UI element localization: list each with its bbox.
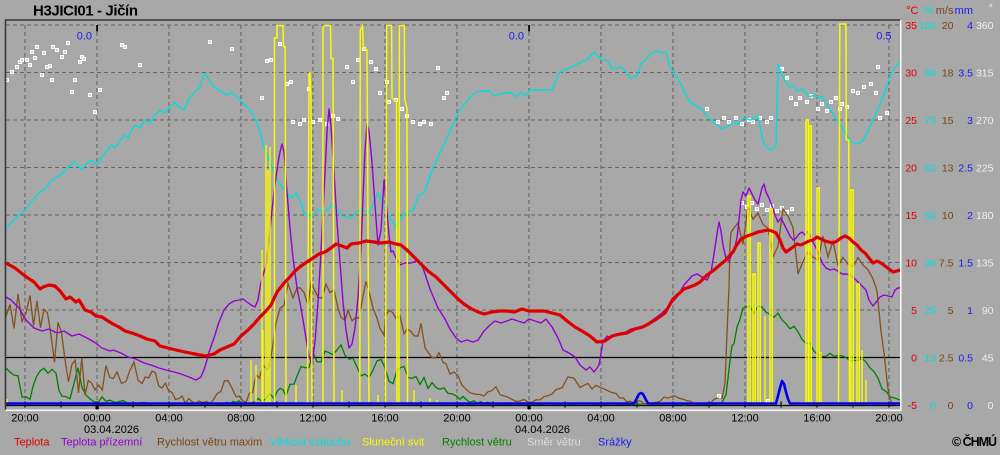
svg-text:12:00: 12:00 (299, 413, 327, 425)
svg-text:04:00: 04:00 (587, 413, 615, 425)
svg-text:Směr větru: Směr větru (527, 437, 581, 449)
svg-text:03.04.2026: 03.04.2026 (84, 424, 139, 436)
svg-text:10: 10 (942, 210, 954, 222)
svg-text:0: 0 (967, 400, 973, 412)
svg-text:0.0: 0.0 (509, 31, 524, 43)
svg-text:25: 25 (905, 115, 917, 127)
svg-text:16:00: 16:00 (803, 413, 831, 425)
svg-text:0: 0 (930, 400, 936, 412)
svg-text:35: 35 (905, 20, 917, 32)
svg-text:13: 13 (942, 163, 954, 175)
svg-text:°C: °C (906, 5, 918, 17)
svg-text:08:00: 08:00 (227, 413, 255, 425)
svg-text:13: 13 (924, 353, 936, 365)
svg-text:360: 360 (976, 20, 994, 32)
svg-text:%: % (923, 5, 933, 17)
svg-text:00:00: 00:00 (83, 413, 111, 425)
svg-text:16:00: 16:00 (371, 413, 399, 425)
svg-text:mm: mm (955, 5, 973, 17)
svg-text:1: 1 (967, 305, 973, 317)
svg-text:0: 0 (911, 353, 917, 365)
svg-text:180: 180 (976, 210, 994, 222)
svg-text:-5: -5 (908, 400, 917, 412)
svg-text:04.04.2026: 04.04.2026 (515, 424, 570, 436)
svg-text:2: 2 (967, 210, 973, 222)
svg-text:0.0: 0.0 (77, 31, 92, 43)
svg-text:315: 315 (976, 68, 994, 80)
svg-text:10: 10 (905, 258, 917, 270)
svg-text:20: 20 (905, 163, 917, 175)
svg-text:135: 135 (976, 258, 994, 270)
svg-text:Sluneční svit: Sluneční svit (362, 437, 424, 449)
svg-text:50: 50 (924, 210, 936, 222)
svg-text:Teplota přízemní: Teplota přízemní (61, 437, 142, 449)
svg-text:18: 18 (942, 68, 954, 80)
svg-text:90: 90 (982, 305, 994, 317)
svg-text:88: 88 (924, 68, 936, 80)
svg-text:20:00: 20:00 (875, 413, 903, 425)
svg-text:H3JICI01 - Jičín: H3JICI01 - Jičín (33, 3, 138, 20)
svg-text:20: 20 (942, 20, 954, 32)
svg-text:30: 30 (905, 68, 917, 80)
svg-text:0: 0 (948, 400, 954, 412)
svg-text:04:00: 04:00 (155, 413, 183, 425)
svg-text:20:00: 20:00 (443, 413, 471, 425)
svg-text:© ČHMÚ: © ČHMÚ (952, 434, 997, 449)
svg-text:Rychlost větru maxim: Rychlost větru maxim (157, 437, 262, 449)
svg-text:38: 38 (924, 258, 936, 270)
svg-text:15: 15 (942, 115, 954, 127)
svg-text:4: 4 (967, 20, 973, 32)
svg-text:45: 45 (982, 353, 994, 365)
svg-text:7.5: 7.5 (939, 258, 954, 270)
svg-text:m/s: m/s (936, 5, 954, 17)
svg-text:63: 63 (924, 163, 936, 175)
svg-text:2.5: 2.5 (939, 353, 954, 365)
svg-text:5: 5 (911, 305, 917, 317)
svg-text:Teplota: Teplota (14, 437, 50, 449)
svg-text:°: ° (989, 3, 993, 15)
svg-text:00:00: 00:00 (515, 413, 543, 425)
svg-text:0.5: 0.5 (958, 353, 973, 365)
svg-text:0.5: 0.5 (876, 31, 891, 43)
svg-text:225: 225 (976, 163, 994, 175)
svg-text:270: 270 (976, 115, 994, 127)
svg-text:12:00: 12:00 (731, 413, 759, 425)
svg-text:75: 75 (924, 115, 936, 127)
svg-text:2.5: 2.5 (958, 163, 973, 175)
svg-text:3.5: 3.5 (958, 68, 973, 80)
svg-text:100: 100 (918, 20, 936, 32)
svg-text:Srážky: Srážky (598, 437, 632, 449)
svg-text:Rychlost větru: Rychlost větru (442, 437, 512, 449)
svg-text:1.5: 1.5 (958, 258, 973, 270)
svg-text:Vlhkost vzduchu: Vlhkost vzduchu (270, 437, 350, 449)
svg-text:25: 25 (924, 305, 936, 317)
svg-text:15: 15 (905, 210, 917, 222)
svg-text:20:00: 20:00 (11, 413, 39, 425)
svg-text:3: 3 (967, 115, 973, 127)
svg-text:5: 5 (948, 305, 954, 317)
svg-text:08:00: 08:00 (659, 413, 687, 425)
svg-text:0: 0 (988, 400, 994, 412)
